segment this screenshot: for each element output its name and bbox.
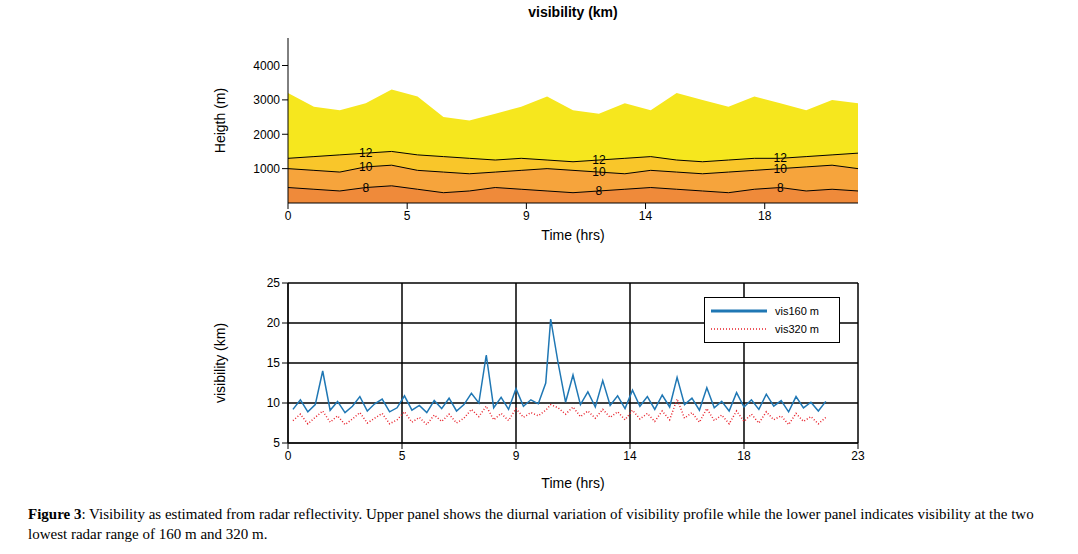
svg-text:8: 8 xyxy=(596,184,603,198)
svg-text:8: 8 xyxy=(777,181,784,195)
svg-text:23: 23 xyxy=(851,449,865,463)
svg-text:12: 12 xyxy=(359,146,373,160)
svg-text:9: 9 xyxy=(513,449,520,463)
html-text:vis160 m: vis160 m xyxy=(775,305,819,317)
svg-text:25: 25 xyxy=(267,276,281,290)
svg-text:14: 14 xyxy=(639,209,653,223)
html-text:vis320 m: vis320 m xyxy=(775,323,819,335)
svg-text:0: 0 xyxy=(285,449,292,463)
svg-text:1000: 1000 xyxy=(253,162,280,176)
svg-text:Time (hrs): Time (hrs) xyxy=(541,227,604,243)
svg-text:18: 18 xyxy=(737,449,751,463)
svg-text:10: 10 xyxy=(592,165,606,179)
svg-text:3000: 3000 xyxy=(253,93,280,107)
svg-text:14: 14 xyxy=(623,449,637,463)
svg-text:15: 15 xyxy=(267,356,281,370)
svg-text:10: 10 xyxy=(267,396,281,410)
svg-text:10: 10 xyxy=(774,162,788,176)
svg-text:visibility (km): visibility (km) xyxy=(212,323,228,403)
svg-text:5: 5 xyxy=(273,436,280,450)
svg-text:8: 8 xyxy=(362,181,369,195)
html-text:visibility (km): visibility (km) xyxy=(528,4,618,20)
svg-text:18: 18 xyxy=(758,209,772,223)
svg-text:5: 5 xyxy=(404,209,411,223)
svg-text:5: 5 xyxy=(399,449,406,463)
svg-text:9: 9 xyxy=(523,209,530,223)
html-text:Figure 3: Visibility as estima: Figure 3: Visibility as estimated from r… xyxy=(28,506,1034,542)
svg-text:12: 12 xyxy=(592,153,606,167)
svg-text:2000: 2000 xyxy=(253,128,280,142)
svg-text:4000: 4000 xyxy=(253,59,280,73)
svg-text:10: 10 xyxy=(359,160,373,174)
svg-text:Time (hrs): Time (hrs) xyxy=(541,475,604,491)
svg-text:20: 20 xyxy=(267,316,281,330)
svg-text:0: 0 xyxy=(285,209,292,223)
svg-text:Heigth (m): Heigth (m) xyxy=(212,88,228,153)
svg-text:12: 12 xyxy=(773,151,787,166)
